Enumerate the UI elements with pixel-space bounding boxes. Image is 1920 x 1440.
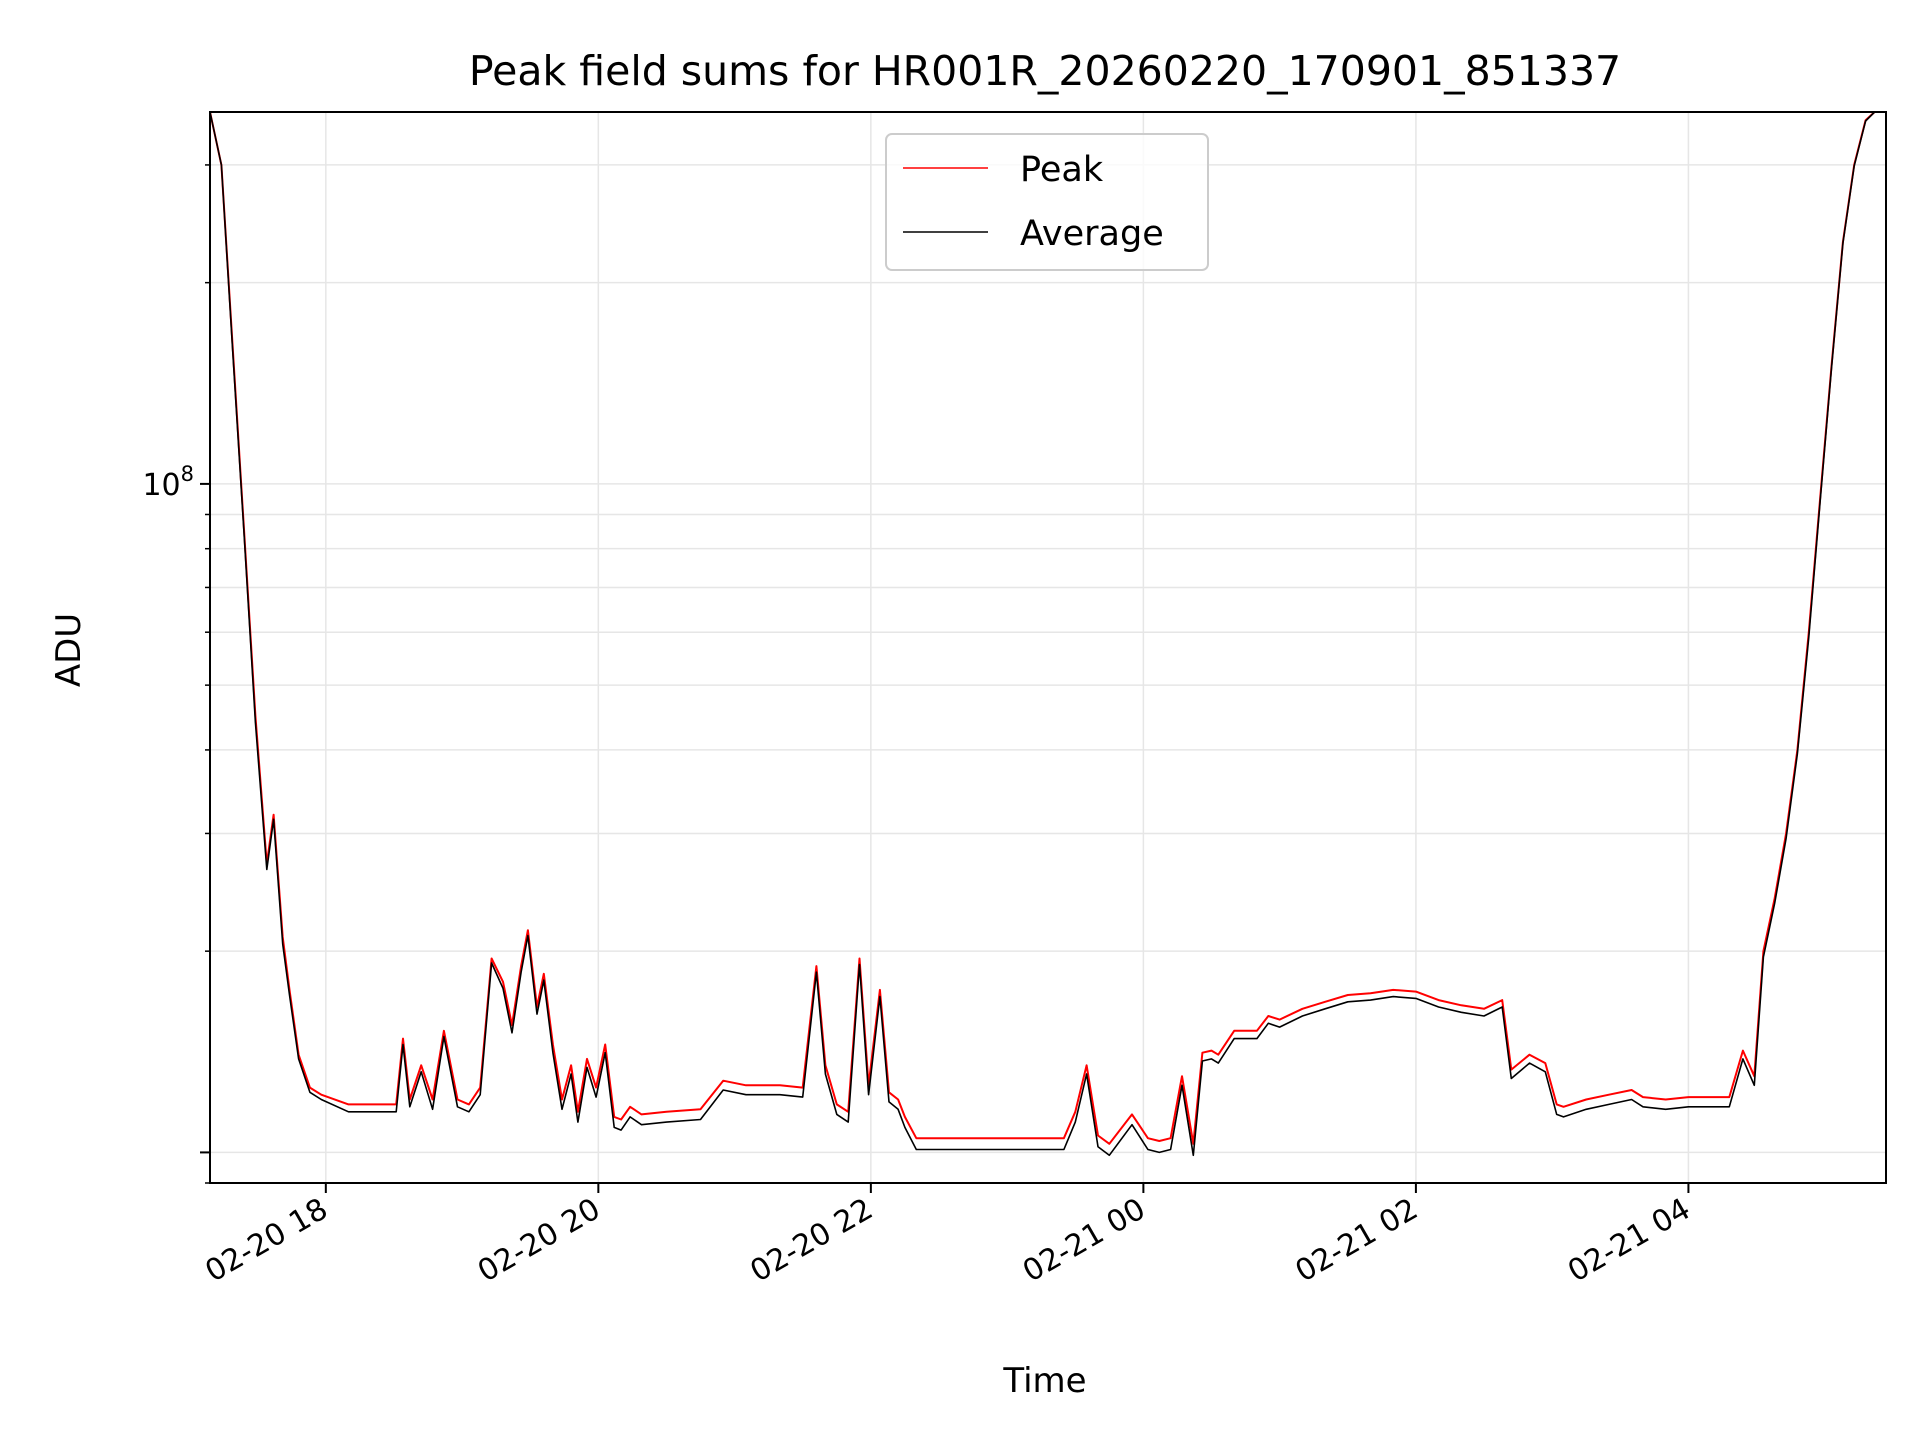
chart-title: Peak field sums for HR001R_20260220_1709… [469, 47, 1621, 95]
legend: Peak Average [885, 133, 1209, 271]
series-line-average [210, 112, 1876, 1157]
plot-frame [209, 111, 1887, 1184]
series-line-peak [210, 112, 1876, 1145]
y-tick-label: 108 [142, 462, 194, 503]
grid-lines [210, 112, 1886, 1184]
y-axis: 108 [142, 164, 210, 1184]
legend-label-average: Average [1020, 214, 1164, 254]
legend-label-peak: Peak [1020, 150, 1104, 190]
y-axis-label: ADU [49, 613, 89, 687]
x-axis-label: Time [1002, 1361, 1086, 1401]
series-layer [210, 112, 1876, 1157]
